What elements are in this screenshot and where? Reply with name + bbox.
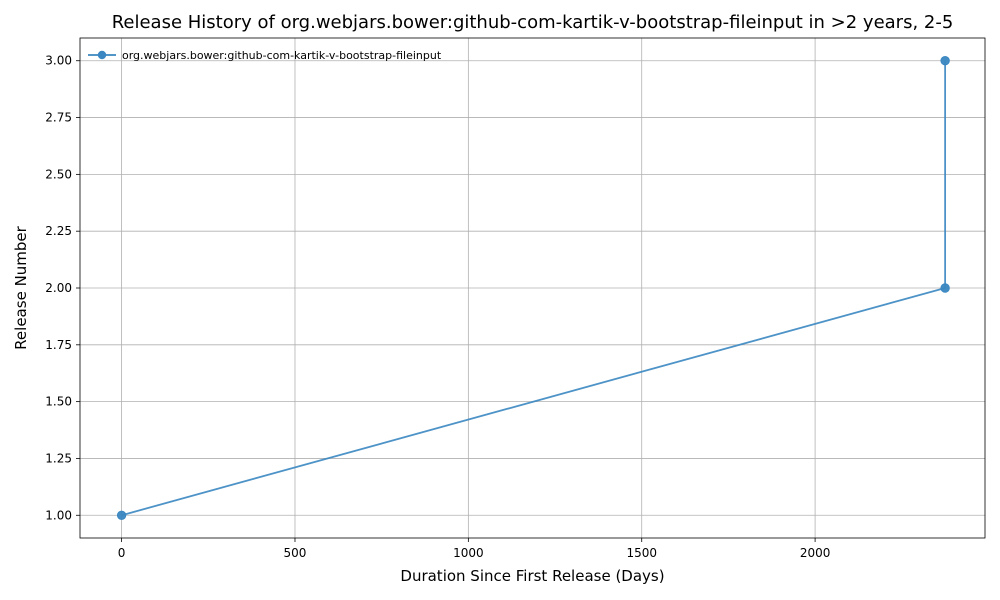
y-tick-label: 1.75 <box>45 338 72 352</box>
y-tick-label: 1.00 <box>45 508 72 522</box>
y-tick-label: 2.25 <box>45 224 72 238</box>
y-tick-label: 1.25 <box>45 451 72 465</box>
y-tick-label: 2.00 <box>45 281 72 295</box>
x-axis-label: Duration Since First Release (Days) <box>400 567 664 585</box>
y-tick-label: 2.75 <box>45 111 72 125</box>
series-layer <box>116 56 950 520</box>
x-tick-label: 2000 <box>800 546 831 560</box>
grid-layer <box>80 38 985 538</box>
data-point <box>940 283 950 293</box>
legend-entry-label: org.webjars.bower:github-com-kartik-v-bo… <box>122 49 442 62</box>
data-point <box>116 510 127 520</box>
legend-marker-swatch <box>97 50 107 60</box>
data-point <box>940 56 950 66</box>
y-tick-label: 2.50 <box>45 167 72 181</box>
x-tick-label: 500 <box>284 546 307 560</box>
x-tick-label: 1500 <box>626 546 657 560</box>
legend: org.webjars.bower:github-com-kartik-v-bo… <box>88 49 442 62</box>
y-tick-label: 3.00 <box>45 54 72 68</box>
x-tick-label: 0 <box>118 546 126 560</box>
chart-title: Release History of org.webjars.bower:git… <box>112 12 954 33</box>
ticks-layer: 0 500 1000 1500 2000 1.00 1.25 1.50 1.75 2.00 2.25… <box>45 54 830 560</box>
y-tick-label: 1.50 <box>45 395 72 409</box>
y-axis-label: Release Number <box>12 225 30 349</box>
x-tick-label: 1000 <box>453 546 484 560</box>
